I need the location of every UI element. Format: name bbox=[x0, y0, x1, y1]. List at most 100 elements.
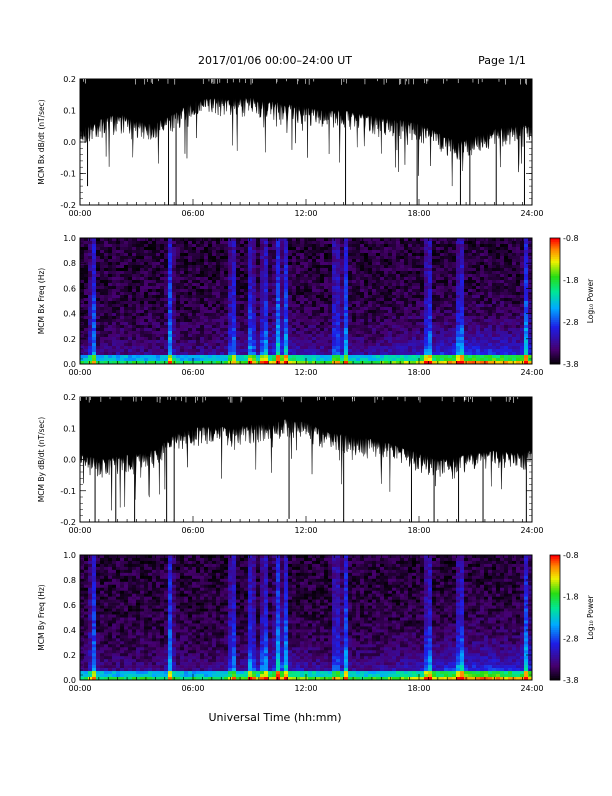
spectrogram-cell bbox=[356, 244, 360, 247]
spectrogram-cell bbox=[324, 349, 328, 352]
spectrogram-cell bbox=[408, 358, 412, 361]
spectrogram-cell bbox=[108, 355, 112, 358]
spectrogram-cell bbox=[332, 349, 336, 352]
spectrogram-cell bbox=[308, 253, 312, 256]
spectrogram-cell bbox=[460, 277, 464, 280]
spectrogram-cell bbox=[400, 298, 404, 301]
spectrogram-cell bbox=[92, 346, 96, 349]
spectrogram-cell bbox=[240, 250, 244, 253]
spectrogram-cell bbox=[420, 346, 424, 349]
spectrogram-cell bbox=[440, 259, 444, 262]
spectrogram-cell bbox=[524, 256, 528, 259]
spectrogram-cell bbox=[448, 331, 452, 334]
spectrogram-cell bbox=[172, 319, 176, 322]
spectrogram-cell bbox=[140, 265, 144, 268]
spectrogram-cell bbox=[100, 331, 104, 334]
spectrogram-cell bbox=[148, 352, 152, 355]
spectrogram-cell bbox=[504, 316, 508, 319]
spectrogram-cell bbox=[388, 325, 392, 328]
spectrogram-cell bbox=[200, 265, 204, 268]
spectrogram-cell bbox=[436, 325, 440, 328]
spectrogram-cell bbox=[116, 295, 120, 298]
spectrogram-cell bbox=[152, 331, 156, 334]
spectrogram-cell bbox=[368, 244, 372, 247]
spectrogram-cell bbox=[292, 337, 296, 340]
spectrogram-cell bbox=[412, 277, 416, 280]
spectrogram-cell bbox=[272, 328, 276, 331]
spectrogram-cell bbox=[508, 289, 512, 292]
spectrogram-cell bbox=[340, 259, 344, 262]
spectrogram-cell bbox=[348, 319, 352, 322]
spectrogram-cell bbox=[480, 340, 484, 343]
spectrogram-cell bbox=[252, 340, 256, 343]
spectrogram-cell bbox=[384, 277, 388, 280]
spectrogram-cell bbox=[308, 289, 312, 292]
spectrogram-cell bbox=[364, 244, 368, 247]
spectrogram-cell bbox=[396, 289, 400, 292]
spectrogram-cell bbox=[412, 343, 416, 346]
spectrogram-cell bbox=[132, 268, 136, 271]
spectrogram-cell bbox=[236, 343, 240, 346]
spectrogram-cell bbox=[424, 352, 428, 355]
spectrogram-cell bbox=[480, 334, 484, 337]
spectrogram-cell bbox=[496, 301, 500, 304]
spectrogram-cell bbox=[288, 250, 292, 253]
spectrogram-cell bbox=[152, 328, 156, 331]
spectrogram-cell bbox=[80, 304, 84, 307]
spectrogram-cell bbox=[420, 268, 424, 271]
spectrogram-cell bbox=[368, 349, 372, 352]
spectrogram-cell bbox=[340, 352, 344, 355]
spectrogram-cell bbox=[144, 244, 148, 247]
spectrogram-cell bbox=[236, 259, 240, 262]
spectrogram-cell bbox=[428, 301, 432, 304]
spectrogram-cell bbox=[212, 283, 216, 286]
spectrogram-cell bbox=[376, 337, 380, 340]
spectrogram-cell bbox=[88, 274, 92, 277]
spectrogram-cell bbox=[196, 334, 200, 337]
spectrogram-cell bbox=[292, 289, 296, 292]
spectrogram-cell bbox=[108, 340, 112, 343]
spectrogram-cell bbox=[112, 265, 116, 268]
spectrogram-cell bbox=[360, 280, 364, 283]
spectrogram-cell bbox=[372, 274, 376, 277]
spectrogram-cell bbox=[464, 280, 468, 283]
spectrogram-cell bbox=[120, 346, 124, 349]
spectrogram-cell bbox=[520, 253, 524, 256]
spectrogram-cell bbox=[424, 307, 428, 310]
spectrogram-cell bbox=[380, 274, 384, 277]
spectrogram-cell bbox=[316, 250, 320, 253]
spectrogram-cell bbox=[508, 304, 512, 307]
spectrogram-cell bbox=[304, 340, 308, 343]
spectrogram-cell bbox=[384, 271, 388, 274]
spectrogram-cell bbox=[136, 340, 140, 343]
spectrogram-cell bbox=[316, 346, 320, 349]
spectrogram-cell bbox=[432, 343, 436, 346]
spectrogram-cell bbox=[360, 244, 364, 247]
spectrogram-cell bbox=[500, 334, 504, 337]
spectrogram-cell bbox=[272, 259, 276, 262]
spectrogram-cell bbox=[380, 304, 384, 307]
spectrogram-cell bbox=[304, 283, 308, 286]
spectrogram-cell bbox=[268, 355, 272, 358]
spectrogram-cell bbox=[332, 343, 336, 346]
spectrogram-cell bbox=[192, 253, 196, 256]
spectrogram-cell bbox=[372, 301, 376, 304]
spectrogram-cell bbox=[172, 298, 176, 301]
spectrogram-cell bbox=[524, 268, 528, 271]
spectrogram-cell bbox=[500, 256, 504, 259]
spectrogram-cell bbox=[516, 355, 520, 358]
spectrogram-cell bbox=[252, 319, 256, 322]
spectrogram-cell bbox=[288, 334, 292, 337]
spectrogram-cell bbox=[212, 358, 216, 361]
spectrogram-cell bbox=[512, 343, 516, 346]
spectrogram-cell bbox=[320, 349, 324, 352]
spectrogram-cell bbox=[408, 247, 412, 250]
spectrogram-cell bbox=[504, 241, 508, 244]
spectrogram-cell bbox=[188, 271, 192, 274]
spectrogram-cell bbox=[148, 358, 152, 361]
spectrogram-cell bbox=[372, 244, 376, 247]
spectrogram-cell bbox=[252, 289, 256, 292]
spectrogram-cell bbox=[156, 280, 160, 283]
spectrogram-cell bbox=[484, 286, 488, 289]
spectrogram-cell bbox=[136, 244, 140, 247]
